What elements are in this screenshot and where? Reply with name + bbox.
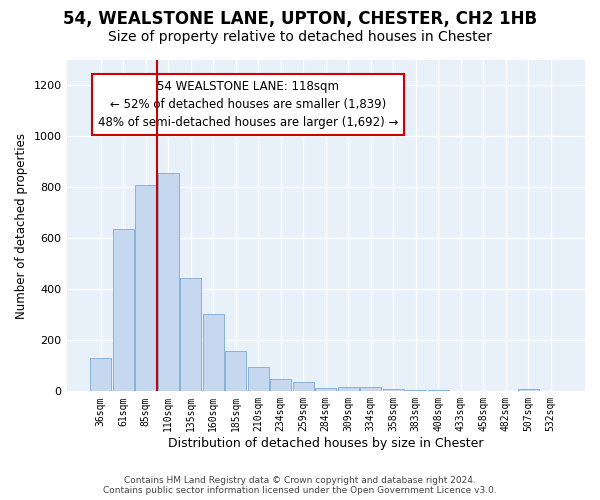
Bar bbox=[248, 367, 269, 392]
Bar bbox=[270, 378, 292, 392]
Text: Size of property relative to detached houses in Chester: Size of property relative to detached ho… bbox=[108, 30, 492, 44]
Bar bbox=[158, 172, 179, 392]
Text: Contains HM Land Registry data © Crown copyright and database right 2024.
Contai: Contains HM Land Registry data © Crown c… bbox=[103, 476, 497, 495]
Y-axis label: Number of detached properties: Number of detached properties bbox=[15, 132, 28, 318]
Bar bbox=[90, 358, 112, 392]
Bar bbox=[293, 382, 314, 392]
Bar bbox=[180, 278, 202, 392]
Bar bbox=[428, 390, 449, 392]
Bar bbox=[135, 186, 157, 392]
Bar bbox=[405, 390, 427, 392]
X-axis label: Distribution of detached houses by size in Chester: Distribution of detached houses by size … bbox=[168, 437, 484, 450]
Text: 54 WEALSTONE LANE: 118sqm
← 52% of detached houses are smaller (1,839)
48% of se: 54 WEALSTONE LANE: 118sqm ← 52% of detac… bbox=[98, 80, 398, 129]
Bar bbox=[203, 314, 224, 392]
Bar bbox=[225, 351, 247, 392]
Bar bbox=[383, 389, 404, 392]
Bar bbox=[450, 391, 472, 392]
Bar bbox=[495, 391, 517, 392]
Bar bbox=[360, 386, 382, 392]
Bar bbox=[540, 391, 562, 392]
Bar bbox=[518, 389, 539, 392]
Bar bbox=[338, 386, 359, 392]
Bar bbox=[113, 228, 134, 392]
Bar bbox=[315, 388, 337, 392]
Bar bbox=[473, 391, 494, 392]
Text: 54, WEALSTONE LANE, UPTON, CHESTER, CH2 1HB: 54, WEALSTONE LANE, UPTON, CHESTER, CH2 … bbox=[63, 10, 537, 28]
